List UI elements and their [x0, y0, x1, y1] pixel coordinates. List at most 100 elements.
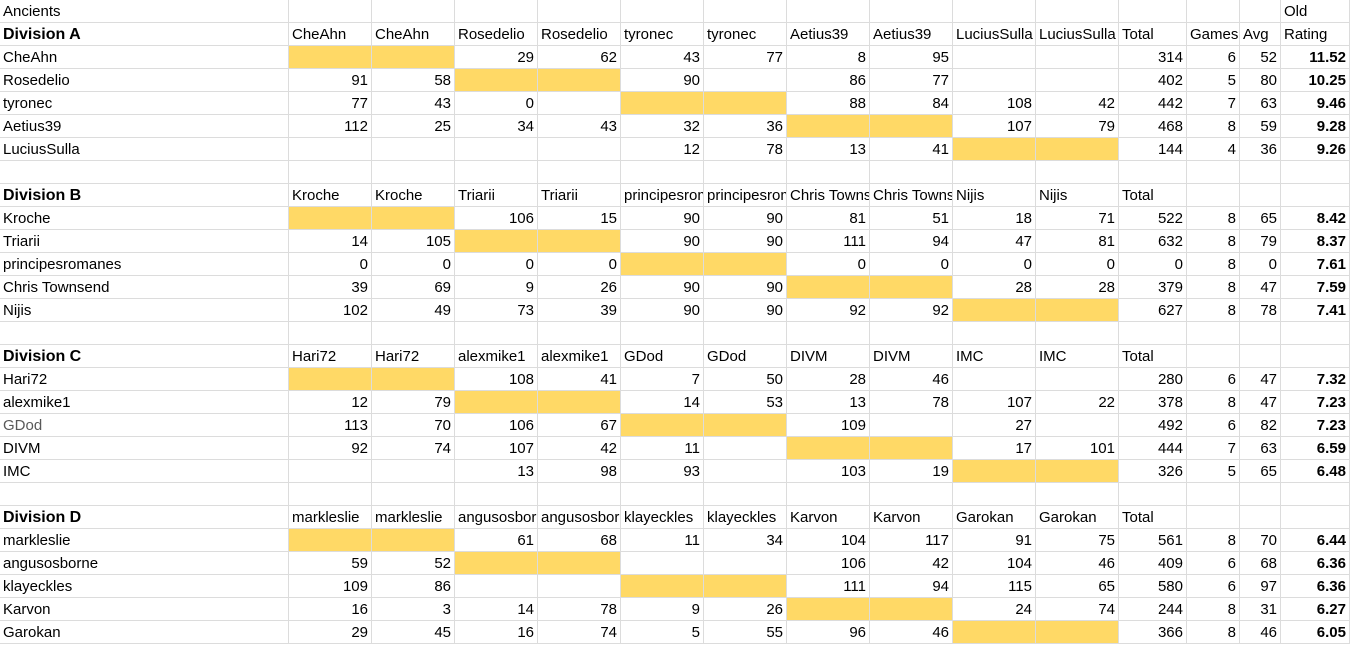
total-cell[interactable]: 366	[1119, 621, 1187, 644]
score-cell[interactable]	[538, 92, 621, 115]
player-name[interactable]: angusosborne	[0, 552, 289, 575]
avg-cell[interactable]: 0	[1240, 253, 1281, 276]
score-cell[interactable]	[372, 46, 455, 69]
score-cell[interactable]: 39	[538, 299, 621, 322]
empty-cell[interactable]	[1187, 483, 1240, 506]
avg-cell[interactable]: 65	[1240, 207, 1281, 230]
score-cell[interactable]: 101	[1036, 437, 1119, 460]
rating-cell[interactable]: 6.59	[1281, 437, 1350, 460]
avg-cell[interactable]: 78	[1240, 299, 1281, 322]
player-name[interactable]: tyronec	[0, 92, 289, 115]
avg-header[interactable]: Avg	[1240, 23, 1281, 46]
empty-cell[interactable]	[455, 322, 538, 345]
score-cell[interactable]	[953, 621, 1036, 644]
score-cell[interactable]: 92	[289, 437, 372, 460]
empty-cell[interactable]	[538, 483, 621, 506]
player-name[interactable]: Nijis	[0, 299, 289, 322]
player-name[interactable]: klayeckles	[0, 575, 289, 598]
score-cell[interactable]: 0	[455, 253, 538, 276]
score-cell[interactable]: 7	[621, 368, 704, 391]
score-cell[interactable]: 91	[953, 529, 1036, 552]
total-header[interactable]: Total	[1119, 184, 1187, 207]
score-cell[interactable]: 79	[372, 391, 455, 414]
opponent-column-header[interactable]: tyronec	[704, 23, 787, 46]
games-cell[interactable]: 6	[1187, 552, 1240, 575]
score-cell[interactable]	[953, 138, 1036, 161]
score-cell[interactable]: 41	[538, 368, 621, 391]
empty-cell[interactable]	[953, 483, 1036, 506]
player-name[interactable]: Karvon	[0, 598, 289, 621]
opponent-column-header[interactable]: Chris Townsend	[870, 184, 953, 207]
opponent-column-header[interactable]: Garokan	[1036, 506, 1119, 529]
score-cell[interactable]: 15	[538, 207, 621, 230]
games-cell[interactable]: 8	[1187, 253, 1240, 276]
score-cell[interactable]	[538, 552, 621, 575]
score-cell[interactable]: 61	[455, 529, 538, 552]
rating-cell[interactable]: 7.32	[1281, 368, 1350, 391]
player-name[interactable]: Chris Townsend	[0, 276, 289, 299]
score-cell[interactable]: 12	[621, 138, 704, 161]
empty-cell[interactable]	[870, 0, 953, 23]
avg-cell[interactable]: 31	[1240, 598, 1281, 621]
games-cell[interactable]: 6	[1187, 575, 1240, 598]
score-cell[interactable]	[1036, 621, 1119, 644]
avg-cell[interactable]: 59	[1240, 115, 1281, 138]
score-cell[interactable]	[372, 460, 455, 483]
score-cell[interactable]: 49	[372, 299, 455, 322]
opponent-column-header[interactable]: alexmike1	[538, 345, 621, 368]
opponent-column-header[interactable]: DIVM	[870, 345, 953, 368]
score-cell[interactable]: 62	[538, 46, 621, 69]
empty-cell[interactable]	[704, 322, 787, 345]
score-cell[interactable]: 115	[953, 575, 1036, 598]
empty-cell[interactable]	[953, 0, 1036, 23]
empty-cell[interactable]	[953, 161, 1036, 184]
score-cell[interactable]	[621, 253, 704, 276]
empty-cell[interactable]	[870, 322, 953, 345]
empty-cell[interactable]	[1281, 161, 1350, 184]
empty-cell[interactable]	[455, 0, 538, 23]
empty-cell[interactable]	[1187, 184, 1240, 207]
player-name[interactable]: GDod	[0, 414, 289, 437]
opponent-column-header[interactable]: Garokan	[953, 506, 1036, 529]
avg-cell[interactable]: 63	[1240, 92, 1281, 115]
empty-cell[interactable]	[787, 483, 870, 506]
avg-cell[interactable]: 63	[1240, 437, 1281, 460]
score-cell[interactable]	[289, 529, 372, 552]
score-cell[interactable]: 90	[621, 207, 704, 230]
score-cell[interactable]: 0	[538, 253, 621, 276]
total-cell[interactable]: 0	[1119, 253, 1187, 276]
empty-cell[interactable]	[704, 0, 787, 23]
score-cell[interactable]: 69	[372, 276, 455, 299]
score-cell[interactable]: 94	[870, 575, 953, 598]
score-cell[interactable]: 92	[787, 299, 870, 322]
empty-cell[interactable]	[1187, 322, 1240, 345]
empty-cell[interactable]	[1240, 345, 1281, 368]
player-name[interactable]: LuciusSulla	[0, 138, 289, 161]
score-cell[interactable]: 0	[289, 253, 372, 276]
score-cell[interactable]	[538, 575, 621, 598]
empty-cell[interactable]	[1281, 483, 1350, 506]
empty-cell[interactable]	[1281, 322, 1350, 345]
score-cell[interactable]: 3	[372, 598, 455, 621]
score-cell[interactable]: 109	[787, 414, 870, 437]
opponent-column-header[interactable]: Hari72	[289, 345, 372, 368]
score-cell[interactable]	[787, 276, 870, 299]
division-name[interactable]: Division B	[0, 184, 289, 207]
player-name[interactable]: Aetius39	[0, 115, 289, 138]
total-cell[interactable]: 326	[1119, 460, 1187, 483]
opponent-column-header[interactable]: Rosedelio	[538, 23, 621, 46]
rating-cell[interactable]: 6.36	[1281, 552, 1350, 575]
opponent-column-header[interactable]: Hari72	[372, 345, 455, 368]
opponent-column-header[interactable]: angusosborne	[538, 506, 621, 529]
score-cell[interactable]: 90	[621, 230, 704, 253]
empty-cell[interactable]	[0, 322, 289, 345]
score-cell[interactable]: 90	[621, 69, 704, 92]
score-cell[interactable]: 107	[455, 437, 538, 460]
score-cell[interactable]: 51	[870, 207, 953, 230]
score-cell[interactable]: 13	[787, 391, 870, 414]
score-cell[interactable]: 112	[289, 115, 372, 138]
score-cell[interactable]: 90	[621, 276, 704, 299]
score-cell[interactable]	[953, 46, 1036, 69]
empty-cell[interactable]	[1281, 184, 1350, 207]
opponent-column-header[interactable]: klayeckles	[621, 506, 704, 529]
